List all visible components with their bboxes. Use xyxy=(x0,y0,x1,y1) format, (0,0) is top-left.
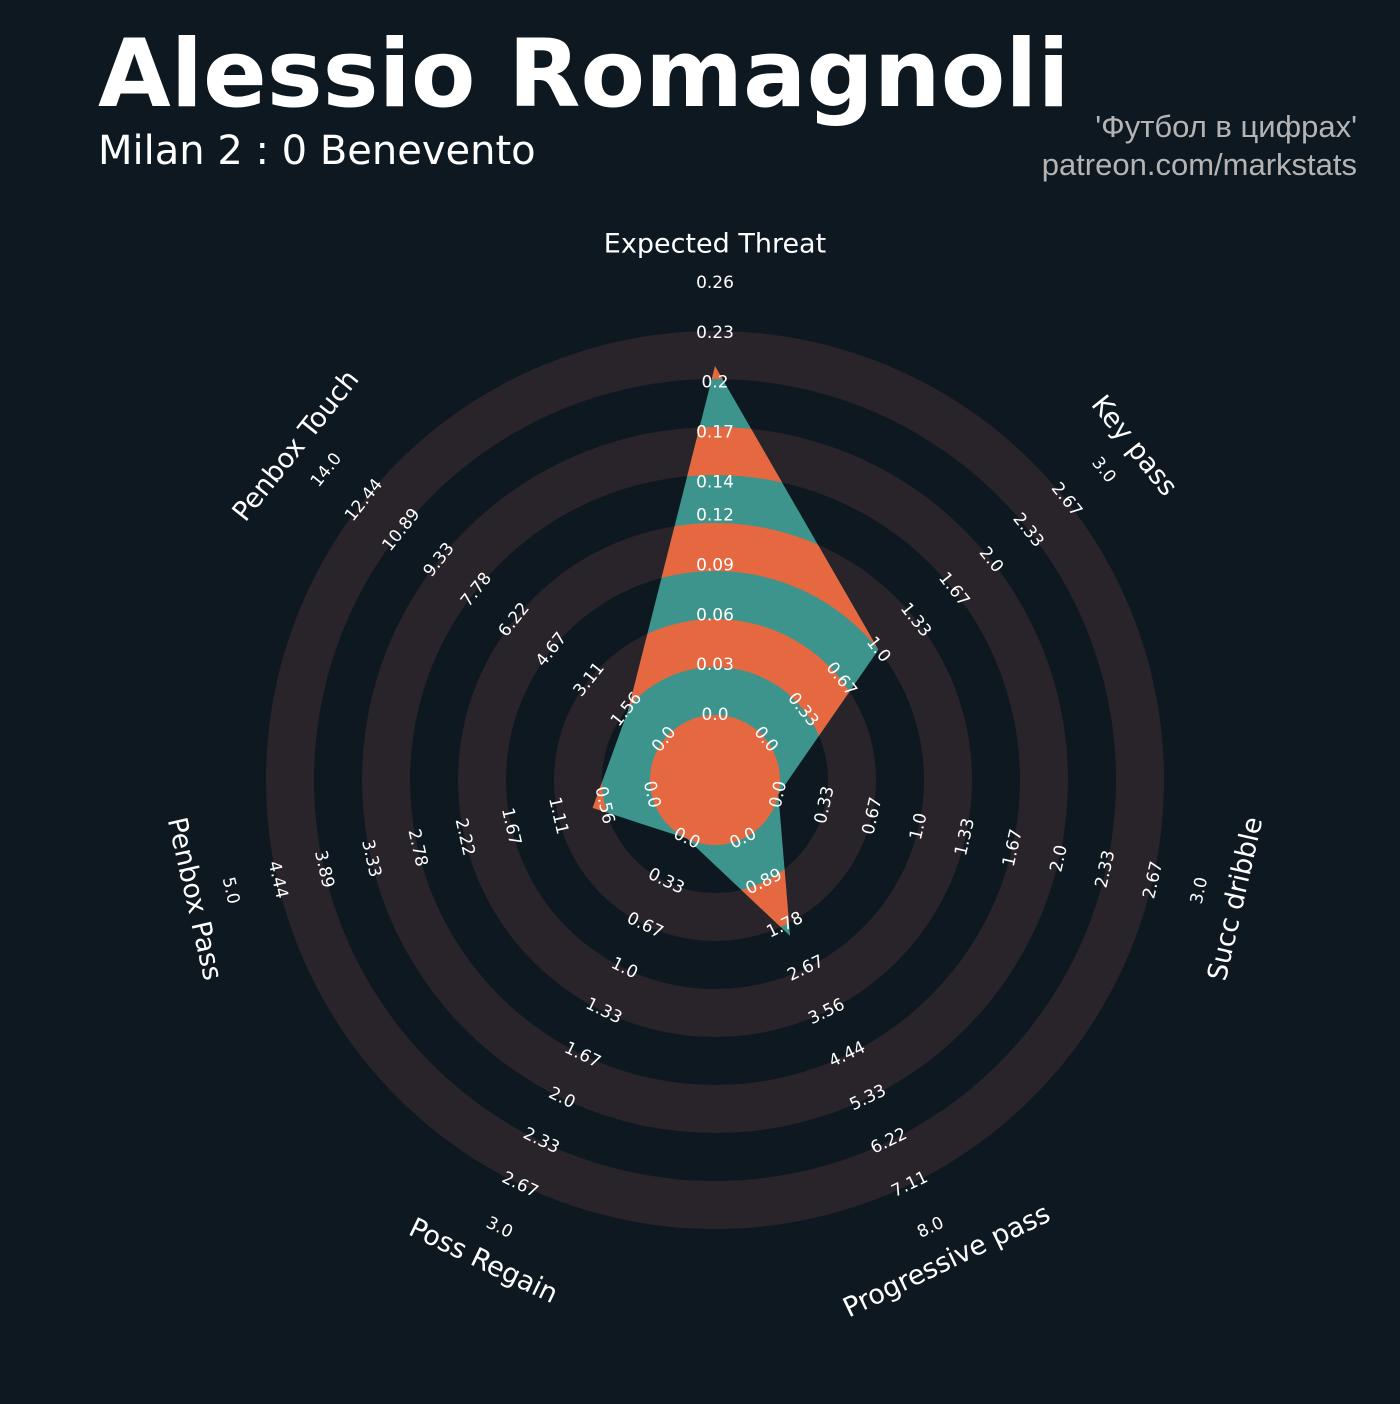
tick-label: 0.0 xyxy=(701,705,728,725)
tick-label: 0.12 xyxy=(696,506,734,526)
tick-label: 0.17 xyxy=(696,423,734,443)
tick-label: 0.09 xyxy=(696,555,734,575)
highlight-band xyxy=(650,715,780,845)
credit: 'Футбол в цифрах' xyxy=(1095,109,1357,144)
tick-label: 0.03 xyxy=(696,655,734,675)
chart-subtitle: Milan 2 : 0 Benevento xyxy=(98,128,536,174)
credit: patreon.com/markstats xyxy=(1042,147,1357,182)
chart-title: Alessio Romagnoli xyxy=(98,20,1070,129)
tick-label: 0.26 xyxy=(696,273,734,293)
tick-label: 0.23 xyxy=(696,323,734,343)
tick-label: 0.14 xyxy=(696,472,734,492)
tick-label: 0.2 xyxy=(701,373,728,393)
axis-label: Expected Threat xyxy=(604,229,826,260)
tick-label: 0.06 xyxy=(696,605,734,625)
